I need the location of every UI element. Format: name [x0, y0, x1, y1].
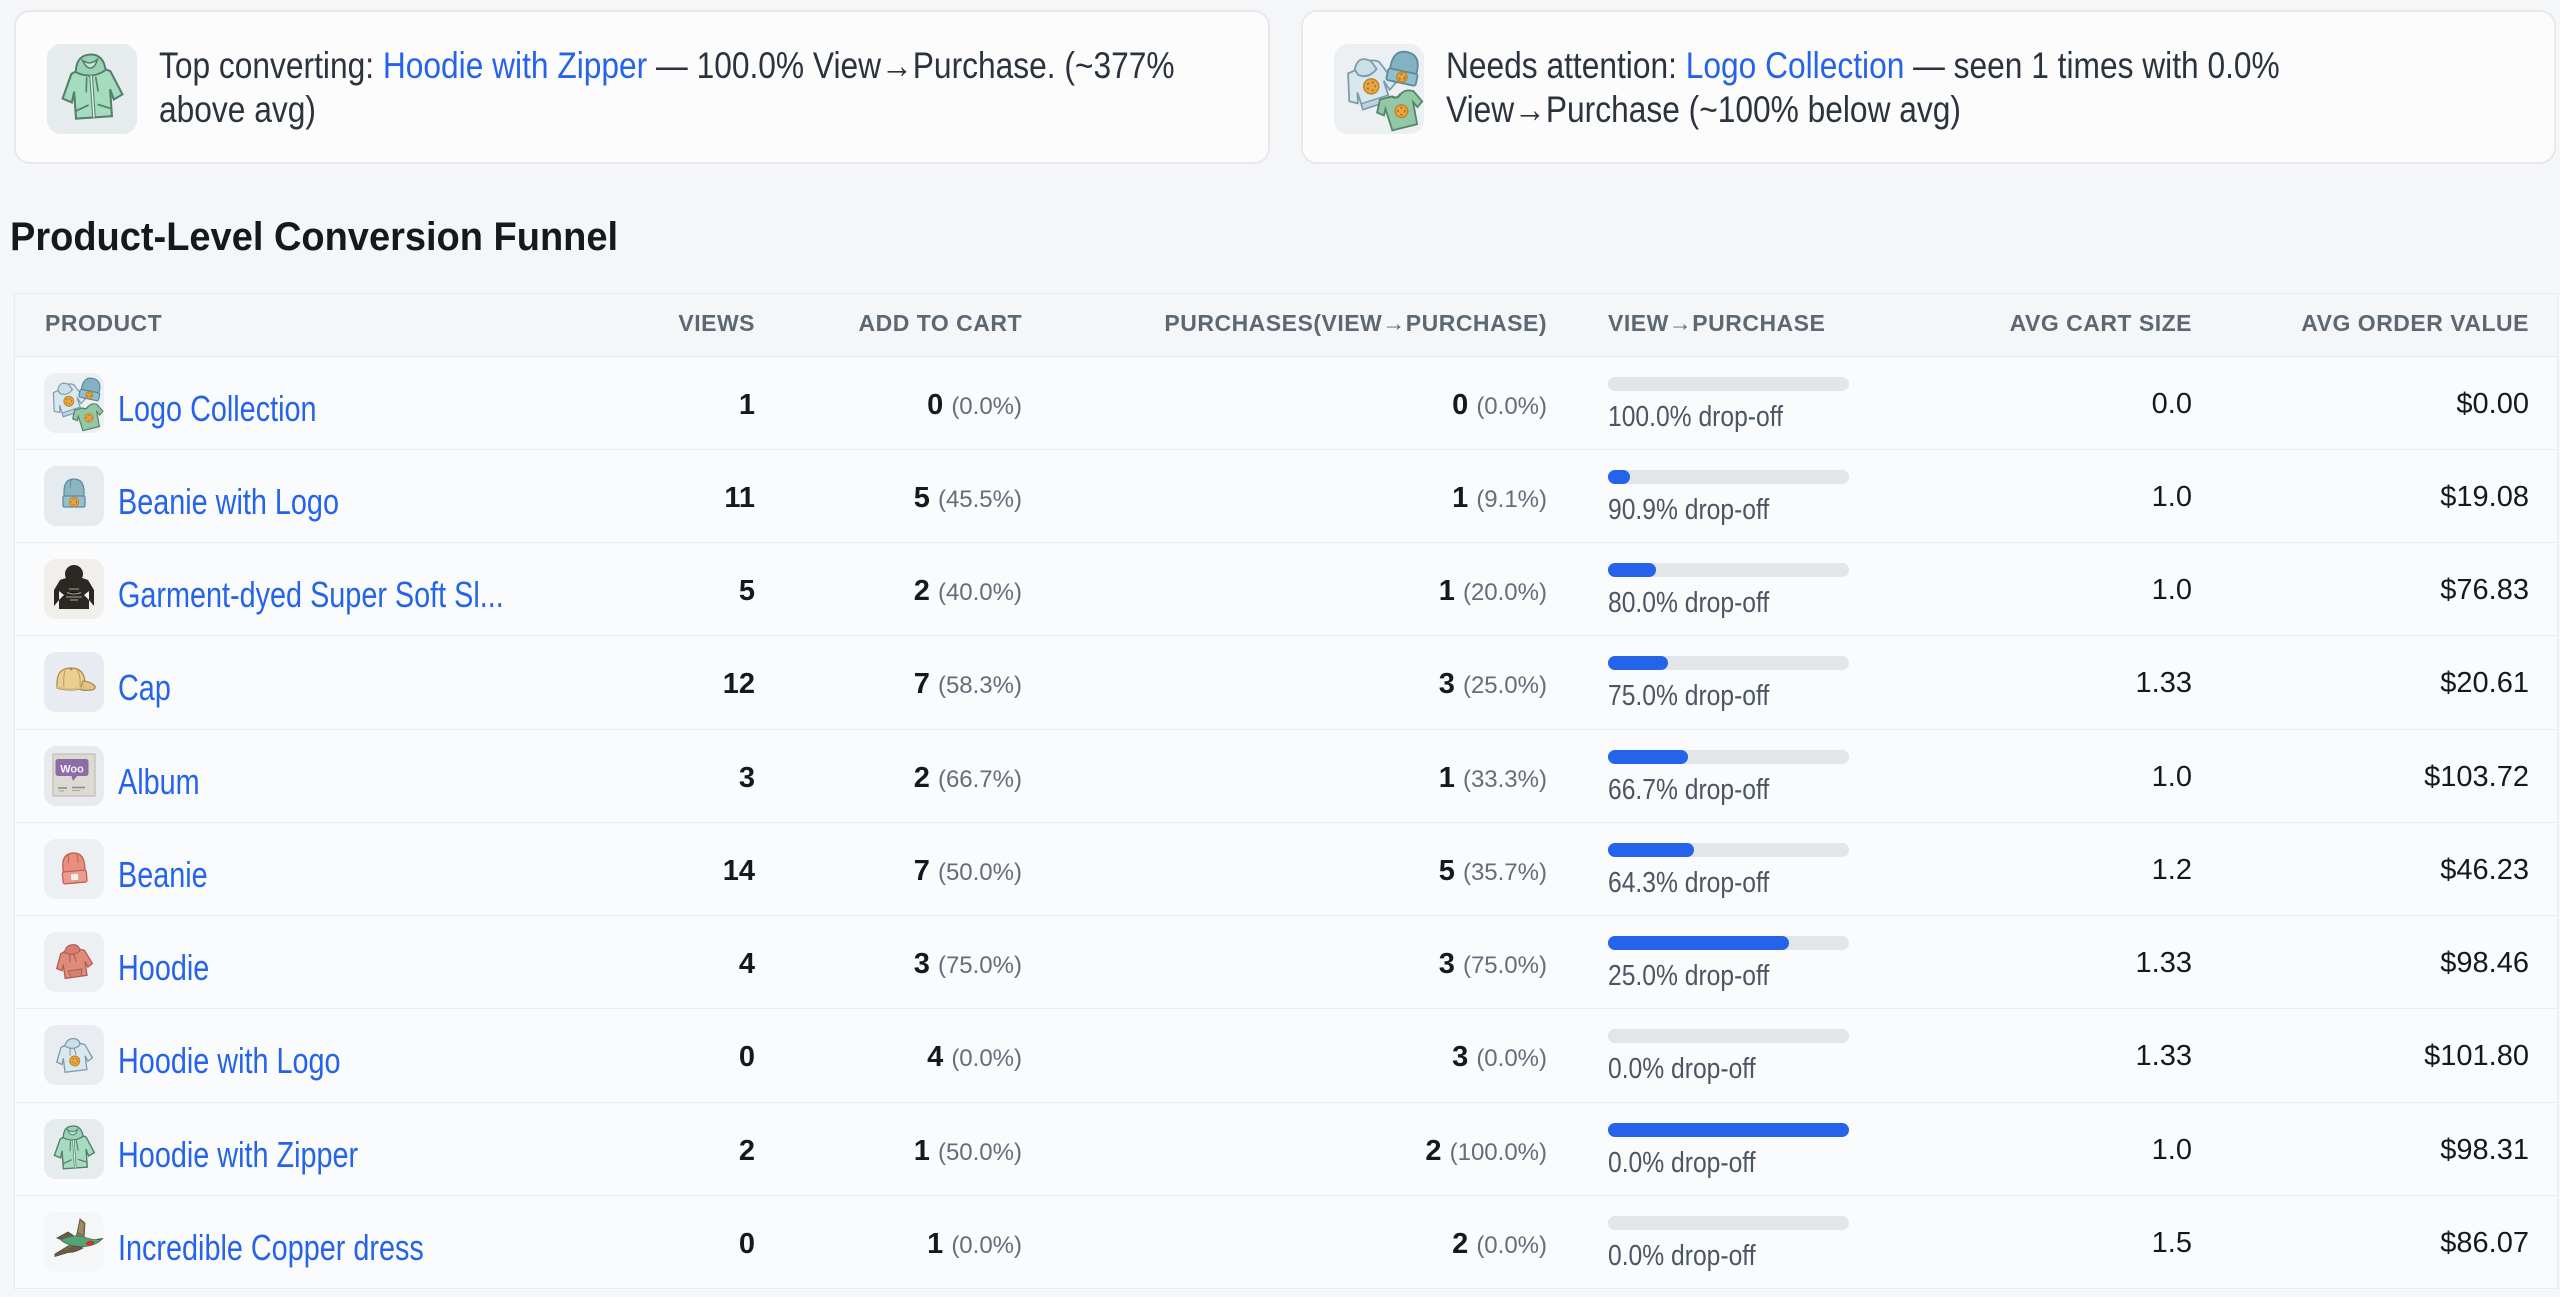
svg-text:Woo: Woo	[60, 763, 84, 775]
